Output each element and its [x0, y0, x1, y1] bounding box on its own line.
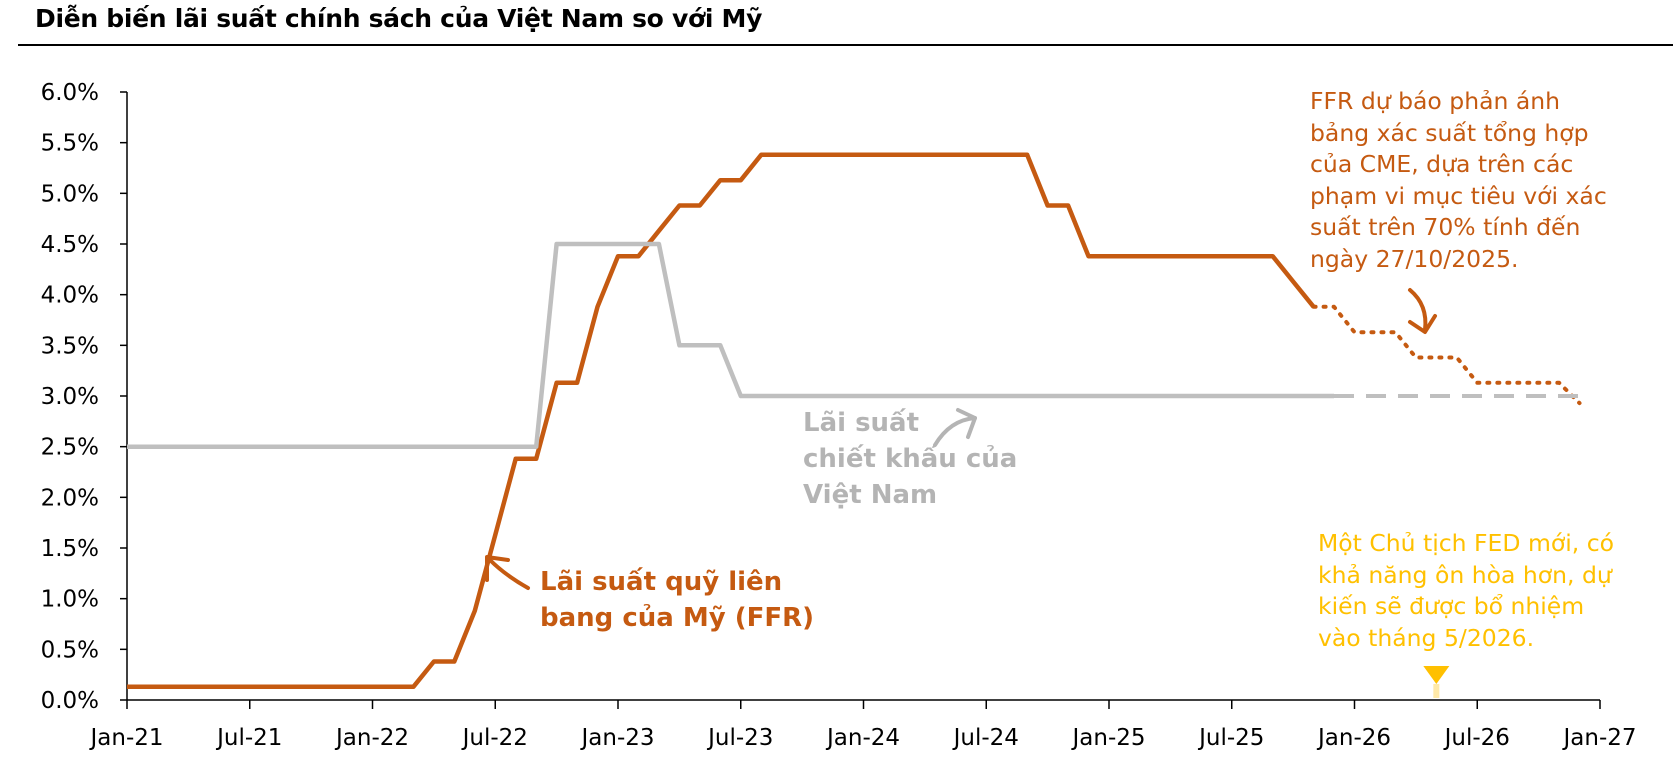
forecast-note-line: suất trên 70% tính đến	[1310, 213, 1581, 241]
y-tick-label: 2.5%	[41, 435, 99, 461]
ffr-label-line: Lãi suất quỹ liên	[540, 567, 783, 597]
forecast-note-line: ngày 27/10/2025.	[1310, 244, 1519, 273]
tick-labels: 0.0% 0.5% 1.0% 1.5% 2.0% 2.5% 3.0% 3.5% 4.0% 4.5%…	[41, 80, 1637, 751]
x-tick-label: Jan-21	[88, 725, 163, 751]
fed-chair-note-line: khả năng ôn hòa hơn, dự	[1318, 560, 1612, 589]
x-tick-label: Jul-22	[461, 725, 528, 751]
x-tick-label: Jan-22	[334, 725, 409, 751]
vn-label-arrowhead	[956, 408, 977, 439]
ffr-label-arrowhead	[485, 555, 510, 582]
y-tick-label: 6.0%	[41, 80, 99, 106]
forecast-note: FFR dự báo phản ánh bảng xác suất tổng h…	[1310, 86, 1620, 275]
y-tick-label: 5.5%	[41, 131, 99, 157]
y-tick-label: 3.0%	[41, 384, 99, 410]
y-tick-label: 4.0%	[41, 283, 99, 309]
vn-rate-label-line: Lãi suất	[803, 408, 920, 438]
forecast-note-arrow	[1408, 288, 1428, 332]
forecast-note-line: bảng xác suất tổng hợp	[1310, 118, 1589, 147]
fed-chair-note-line: Một Chủ tịch FED mới, có	[1318, 529, 1614, 557]
fed-chair-note-line: vào tháng 5/2026.	[1318, 623, 1535, 652]
x-tick-label: Jul-23	[706, 725, 773, 751]
series-line	[127, 241, 1334, 449]
fed-chair-note-line: kiến sẽ được bổ nhiệm	[1318, 592, 1585, 620]
x-tick-label: Jan-24	[825, 725, 900, 751]
x-tick-label: Jul-24	[952, 725, 1019, 751]
fed-marker-triangle	[1423, 666, 1450, 684]
x-tick-label: Jan-23	[579, 725, 654, 751]
vn-rate-label-line: chiết khấu của	[803, 444, 1018, 474]
x-tick-label: Jan-25	[1070, 725, 1145, 751]
x-tick-label: Jul-21	[215, 725, 282, 751]
title-divider	[18, 44, 1673, 46]
fed-chair-note: Một Chủ tịch FED mới, có khả năng ôn hòa…	[1318, 528, 1638, 654]
forecast-note-line: FFR dự báo phản ánh	[1310, 87, 1561, 115]
y-tick-label: 2.0%	[41, 485, 99, 511]
ffr-label: Lãi suất quỹ liên bang của Mỹ (FFR)	[540, 564, 820, 636]
forecast-note-line: phạm vi mục tiêu với xác	[1310, 181, 1607, 210]
ffr-label-arrow	[488, 558, 530, 590]
y-tick-label: 1.5%	[41, 536, 99, 562]
chart-title: Diễn biến lãi suất chính sách của Việt N…	[35, 4, 763, 33]
fed-marker-stem	[1433, 684, 1440, 698]
y-tick-label: 5.0%	[41, 181, 99, 207]
forecast-series-line	[1311, 304, 1582, 406]
x-tick-label: Jan-27	[1561, 725, 1636, 751]
chart-axes	[120, 91, 1601, 709]
y-tick-label: 0.5%	[41, 637, 99, 663]
vn-rate-label: Lãi suất chiết khấu của Việt Nam	[803, 405, 1023, 513]
annotation-arrows	[485, 288, 1450, 698]
ffr-label-line: bang của Mỹ (FFR)	[540, 603, 815, 633]
forecast-note-line: của CME, dựa trên các	[1310, 150, 1574, 178]
x-tick-label: Jan-26	[1316, 725, 1391, 751]
vn-rate-label-line: Việt Nam	[803, 480, 938, 510]
series-layer	[127, 152, 1582, 690]
vn-label-arrow	[933, 416, 977, 447]
x-tick-label: Jul-26	[1443, 725, 1510, 751]
x-tick-label: Jul-25	[1197, 725, 1264, 751]
y-tick-label: 0.0%	[41, 688, 99, 714]
y-tick-label: 4.5%	[41, 232, 99, 258]
forecast-note-arrowhead	[1408, 314, 1437, 334]
y-tick-label: 1.0%	[41, 587, 99, 613]
y-tick-label: 3.5%	[41, 333, 99, 359]
